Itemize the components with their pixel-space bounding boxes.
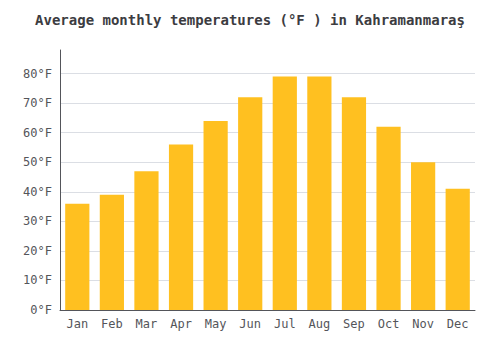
svg-text:40°F: 40°F (23, 185, 52, 199)
svg-text:Nov: Nov (412, 317, 434, 331)
svg-text:30°F: 30°F (23, 214, 52, 228)
svg-text:Feb: Feb (101, 317, 123, 331)
svg-text:0°F: 0°F (30, 303, 52, 317)
svg-text:Aug: Aug (309, 317, 331, 331)
svg-text:50°F: 50°F (23, 155, 52, 169)
svg-text:Average monthly temperatures (: Average monthly temperatures (°F ) in Ka… (35, 12, 465, 28)
svg-text:Jul: Jul (274, 317, 296, 331)
svg-text:70°F: 70°F (23, 96, 52, 110)
svg-text:Oct: Oct (378, 317, 400, 331)
svg-text:Apr: Apr (170, 317, 192, 331)
svg-text:May: May (205, 317, 227, 331)
svg-text:80°F: 80°F (23, 67, 52, 81)
svg-text:Sep: Sep (343, 317, 365, 331)
svg-text:Mar: Mar (136, 317, 158, 331)
svg-text:Jan: Jan (66, 317, 88, 331)
svg-text:Jun: Jun (239, 317, 261, 331)
svg-text:60°F: 60°F (23, 126, 52, 140)
svg-text:10°F: 10°F (23, 273, 52, 287)
svg-text:Dec: Dec (447, 317, 469, 331)
svg-text:20°F: 20°F (23, 244, 52, 258)
